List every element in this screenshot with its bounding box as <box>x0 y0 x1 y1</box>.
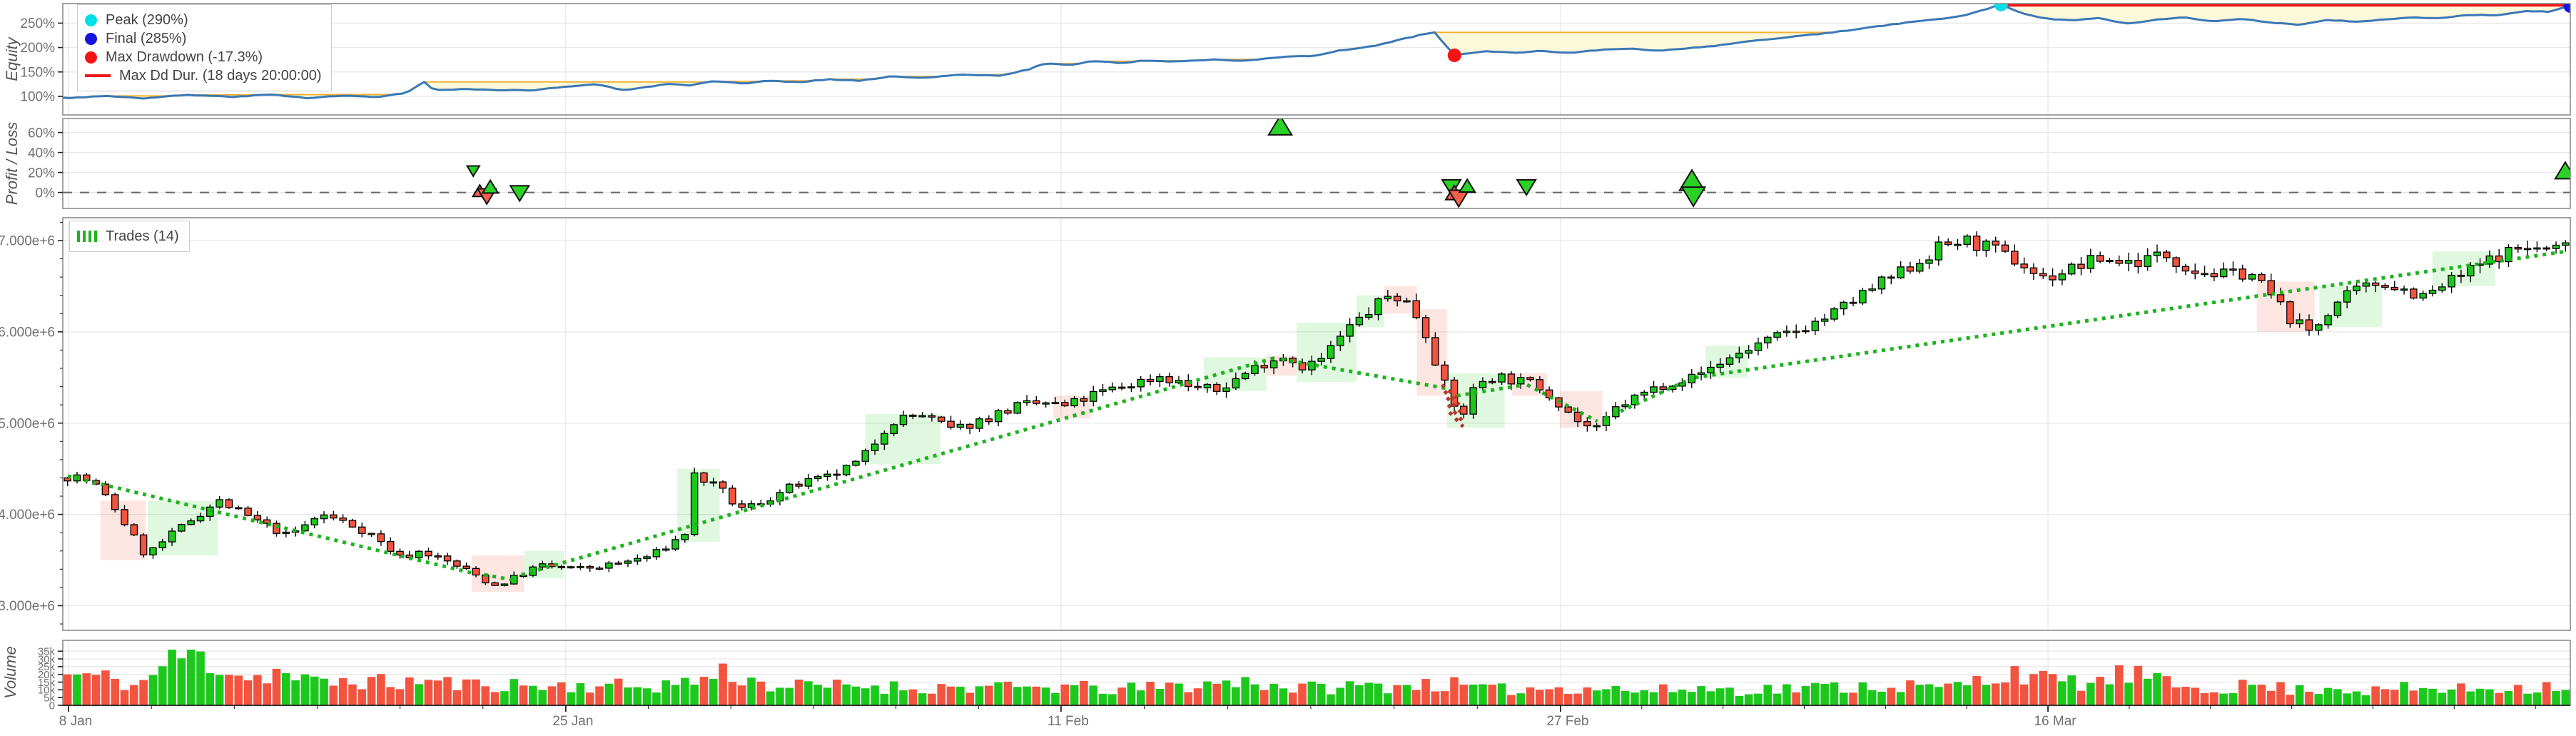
y-tick-label: 15k <box>38 677 56 689</box>
volume-plot-area[interactable] <box>63 650 2570 705</box>
final-marker <box>2563 4 2570 13</box>
y-tick-label: 20k <box>38 669 56 681</box>
peak-dot-icon <box>85 14 97 26</box>
y-tick-label: 25k <box>38 661 56 673</box>
y-tick-label: 0 <box>49 700 55 712</box>
trade-duration-band <box>676 468 720 542</box>
y-tick-label: 7.000e+6 <box>0 234 55 249</box>
final-dot-icon <box>85 32 97 45</box>
legend-label-peak: Peak (290%) <box>106 11 188 28</box>
y-tick-label: 6.000e+6 <box>0 325 55 340</box>
trade-pnl-marker[interactable] <box>1447 189 1471 208</box>
x-tick-label: 8 Jan <box>59 714 92 729</box>
volume-axis-title: Volume <box>1 646 19 699</box>
price-axis: 3.000e+6 4.000e+6 5.000e+6 6.000e+6 7.000e+6 <box>0 217 2571 631</box>
equity-panel <box>63 0 2576 115</box>
y-tick-label: 0% <box>36 186 56 201</box>
x-tick-label: 16 Mar <box>2034 714 2076 729</box>
x-tick-label: 11 Feb <box>1048 714 1089 729</box>
legend-item-max-dd-duration: Max Dd Dur. (18 days 20:00:00) <box>85 66 321 85</box>
trade-pnl-marker[interactable] <box>509 185 530 203</box>
volume-bars <box>63 650 2570 705</box>
trade-pnl-marker[interactable] <box>2554 161 2575 180</box>
trade-pnl-marker[interactable] <box>1516 178 1537 197</box>
max-dd-duration-line-icon <box>85 74 111 77</box>
legend-item-final: Final (285%) <box>85 29 321 48</box>
y-tick-label: 5.000e+6 <box>0 416 55 431</box>
trade-pnl-marker[interactable] <box>465 165 481 178</box>
trade-pnl-marker[interactable] <box>1458 178 1476 193</box>
trade-lines <box>67 249 2566 583</box>
y-tick-label: 10k <box>38 685 56 697</box>
y-tick-label: 200% <box>20 41 55 56</box>
legend-item-trades: Trades (14) <box>77 227 179 246</box>
y-tick-label: 40% <box>28 146 55 161</box>
trade-duration-band <box>471 555 524 593</box>
gridlines <box>63 119 2570 208</box>
y-tick-label: 20% <box>28 166 55 181</box>
trades-legend: Trades (14) <box>69 221 190 252</box>
price-plot-area[interactable] <box>64 231 2570 593</box>
profit-loss-axis-title: Profit / Loss <box>3 121 21 206</box>
trade-pnl-marker[interactable] <box>481 178 500 194</box>
legend-item-peak: Peak (290%) <box>85 11 321 29</box>
drawdown-fill <box>63 4 2570 99</box>
legend-item-max-drawdown: Max Drawdown (-17.3%) <box>85 48 321 66</box>
equity-curve <box>63 4 2570 100</box>
gridlines <box>63 4 2570 115</box>
y-tick-label: 150% <box>20 65 55 80</box>
price-panel <box>63 218 2570 630</box>
y-tick-label: 30k <box>38 653 56 665</box>
x-tick-label: 25 Jan <box>552 714 593 729</box>
pnl-panel <box>63 116 2575 208</box>
y-tick-label: 5k <box>44 692 55 704</box>
trade-pnl-marker[interactable] <box>1267 116 1294 136</box>
x-axis: 8 Jan 25 Jan 11 Feb 27 Feb 16 Mar <box>59 705 2570 729</box>
pnl-plot-area[interactable] <box>63 116 2575 208</box>
legend-label-final: Final (285%) <box>106 30 187 46</box>
equity-plot-area[interactable] <box>63 0 2576 100</box>
max-drawdown-dot-icon <box>85 51 97 64</box>
trade-pnl-marker[interactable] <box>1680 186 1707 208</box>
volume-panel <box>63 640 2570 706</box>
x-tick-label: 27 Feb <box>1546 714 1588 729</box>
equity-axis-title: Equity <box>3 37 21 81</box>
equity-axis: 100% 150% 200% 250% <box>20 3 2571 116</box>
max-drawdown-marker <box>1447 49 1461 63</box>
y-tick-label: 4.000e+6 <box>0 508 55 523</box>
equity-legend: Peak (290%) Final (285%) Max Drawdown (-… <box>77 4 333 91</box>
y-tick-label: 3.000e+6 <box>0 599 55 614</box>
y-tick-label: 100% <box>20 90 55 105</box>
legend-label-trades: Trades (14) <box>106 228 179 244</box>
gridlines <box>63 218 2570 630</box>
pnl-axis: 0% 20% 40% 60% <box>28 118 2571 209</box>
trade-duration-band <box>2256 281 2315 332</box>
y-tick-label: 60% <box>28 126 55 141</box>
y-tick-label: 35k <box>38 645 56 657</box>
y-tick-label: 250% <box>20 16 55 31</box>
trades-line-icon <box>77 231 97 242</box>
peak-marker <box>1994 4 2008 11</box>
candles <box>64 231 2570 587</box>
legend-label-max-drawdown: Max Drawdown (-17.3%) <box>106 49 263 65</box>
legend-label-max-dd-duration: Max Dd Dur. (18 days 20:00:00) <box>119 67 322 84</box>
